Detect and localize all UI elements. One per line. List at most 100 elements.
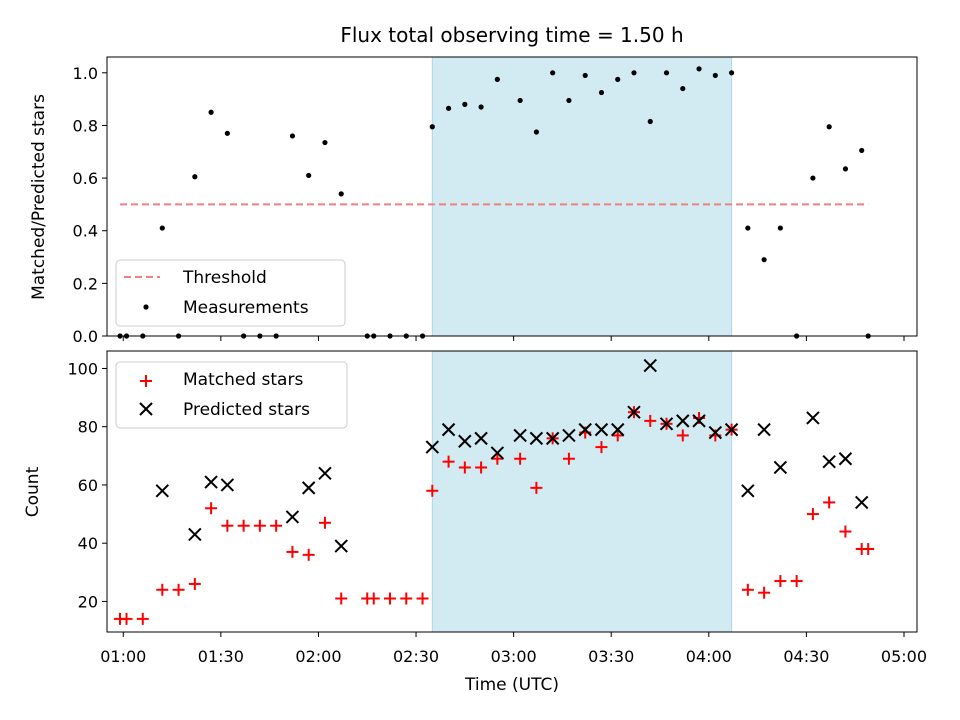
measurement-point (761, 257, 767, 263)
measurement-point (566, 97, 572, 104)
measurement-point (647, 118, 653, 125)
measurement-point (224, 130, 230, 136)
measurement-point (306, 172, 312, 179)
matched-star-point (644, 414, 657, 427)
legend-measurement-swatch (143, 304, 149, 310)
count-points (114, 358, 875, 625)
predicted-star-point (301, 481, 316, 495)
measurement-point (429, 124, 435, 130)
measurement-point (859, 147, 865, 154)
x-tick-label: 04:30 (783, 647, 829, 666)
matched-star-point (188, 577, 201, 590)
predicted-star-point (441, 422, 456, 437)
measurement-point (598, 89, 605, 96)
bottom-observing-span (431, 350, 733, 633)
measurement-point (663, 70, 670, 76)
matched-star-point (676, 429, 689, 442)
top-y-tick-label: 0.2 (73, 274, 98, 293)
top-legend-box (115, 259, 346, 327)
matched-star-point (491, 452, 504, 465)
bottom-y-axis-label: Count (23, 466, 43, 517)
legend-predicted-swatch (139, 402, 153, 416)
predicted-star-point (425, 440, 440, 454)
measurement-point (159, 225, 165, 231)
measurement-point (810, 175, 816, 181)
predicted-star-point (204, 475, 218, 489)
matched-star-point (514, 452, 527, 465)
matched-star-point (221, 519, 234, 532)
predicted-star-point (513, 428, 527, 443)
measurement-point (826, 124, 832, 130)
bottom-y-tick-label: 40 (78, 534, 98, 553)
matched-star-point (205, 502, 218, 515)
predicted-star-point (474, 431, 488, 446)
top-panel: 0.0 0.2 0.4 0.6 0.8 1.0 Matched/Predicted sta… (29, 56, 918, 346)
matched-star-point (156, 583, 169, 596)
matched-star-point (253, 519, 266, 532)
predicted-star-point (659, 417, 674, 431)
bottom-legend-box (115, 361, 348, 429)
matched-star-point (758, 586, 771, 599)
bottom-axes-frame (106, 350, 918, 633)
bottom-y-tick-label: 100 (67, 359, 98, 378)
matched-star-point (442, 455, 455, 468)
measurement-point (712, 72, 718, 79)
matched-star-point (335, 592, 348, 605)
measurement-point (322, 139, 328, 146)
top-y-tick-label: 1.0 (73, 64, 98, 83)
matched-star-point (806, 508, 819, 521)
x-tick-label: 03:00 (491, 647, 537, 666)
matched-star-point (862, 543, 875, 556)
legend-threshold-label: Threshold (182, 268, 267, 288)
legend-matched-label: Matched stars (183, 370, 303, 390)
matched-star-point (270, 519, 283, 532)
legend-measurement-label: Measurements (183, 298, 309, 318)
predicted-star-point (676, 414, 690, 428)
predicted-star-point (627, 405, 641, 419)
predicted-star-point (220, 478, 235, 492)
chart-title: Flux total observing time = 1.50 h (340, 23, 683, 47)
measurement-point (582, 72, 588, 79)
predicted-star-point (611, 422, 625, 437)
measurement-point (533, 129, 539, 135)
predicted-star-point (757, 422, 771, 437)
legend-matched-swatch (140, 375, 152, 387)
predicted-star-point (155, 484, 170, 498)
predicted-star-point (545, 431, 560, 446)
predicted-star-point (318, 466, 332, 481)
x-axis-label: Time (UTC) (464, 675, 559, 695)
top-y-axis-label: Matched/Predicted stars (29, 94, 49, 300)
x-tick-label: 02:30 (393, 647, 439, 666)
matched-star-point (611, 429, 624, 442)
measurement-point (631, 70, 637, 76)
matched-star-point (475, 461, 488, 474)
measurement-point (615, 76, 621, 82)
matched-star-point (839, 525, 852, 538)
matched-star-point (790, 575, 803, 588)
matched-star-point (530, 481, 543, 494)
bottom-y-ticks: 20 40 60 80 100 (67, 359, 107, 611)
predicted-star-point (773, 460, 788, 475)
predicted-star-point (822, 454, 836, 469)
predicted-star-point (562, 428, 576, 443)
top-y-tick-label: 0.0 (73, 327, 98, 346)
matched-star-point (120, 612, 133, 625)
measurement-point (208, 109, 214, 115)
top-y-tick-label: 0.4 (73, 222, 98, 241)
matched-star-point (286, 545, 299, 558)
matched-star-point (318, 516, 331, 529)
bottom-y-tick-label: 60 (78, 476, 98, 495)
predicted-star-point (724, 422, 739, 437)
measurement-point (494, 76, 500, 82)
x-tick-label: 01:00 (100, 647, 146, 666)
top-y-ticks: 0.0 0.2 0.4 0.6 0.8 1.0 (73, 64, 107, 346)
matched-star-point (136, 612, 149, 625)
measurement-point (728, 70, 735, 76)
predicted-star-point (285, 510, 300, 524)
matched-star-point (458, 461, 471, 474)
matched-star-point (302, 548, 315, 561)
measurement-point (445, 105, 452, 111)
predicted-star-point (188, 527, 202, 542)
x-tick-label: 02:00 (295, 647, 341, 666)
